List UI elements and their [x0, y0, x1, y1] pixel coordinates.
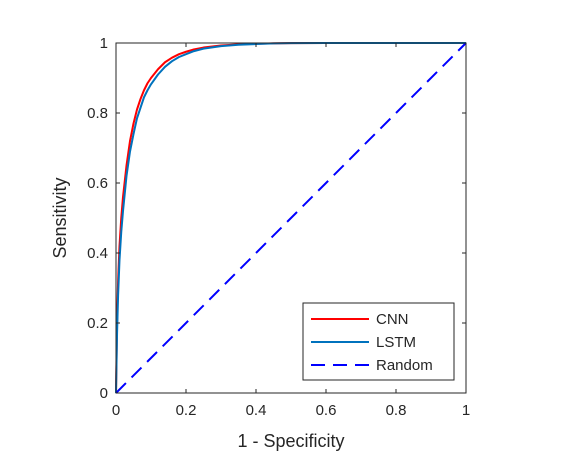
y-tick-label: 0: [100, 385, 108, 402]
series-random-line: [115, 42, 467, 394]
y-tick-label: 0.2: [87, 315, 108, 332]
legend-label-lstm: LSTM: [376, 334, 416, 351]
axes-box: [115, 42, 467, 394]
y-tick-label: 0.6: [87, 175, 108, 192]
x-axis-label: 1 - Specificity: [237, 431, 344, 451]
x-tick-label: 0.6: [316, 402, 337, 419]
x-tick-label: 0.8: [386, 402, 407, 419]
legend-label-cnn: CNN: [376, 311, 409, 328]
x-tick-label: 0.4: [246, 402, 267, 419]
x-tick-label: 1: [462, 402, 470, 419]
ticks-layer: 0 0.2 0.4 0.6 0.8 1 0 0.2 0.4 0.6 0.8 1: [87, 35, 470, 419]
x-tick-label: 0.2: [176, 402, 197, 419]
y-tick-label: 0.4: [87, 245, 108, 262]
y-tick-label: 1: [100, 35, 108, 52]
legend: CNN LSTM Random: [302, 302, 455, 381]
y-axis-label: Sensitivity: [50, 177, 70, 258]
y-tick-label: 0.8: [87, 105, 108, 122]
x-tick-label: 0: [112, 402, 120, 419]
legend-label-random: Random: [376, 357, 433, 374]
